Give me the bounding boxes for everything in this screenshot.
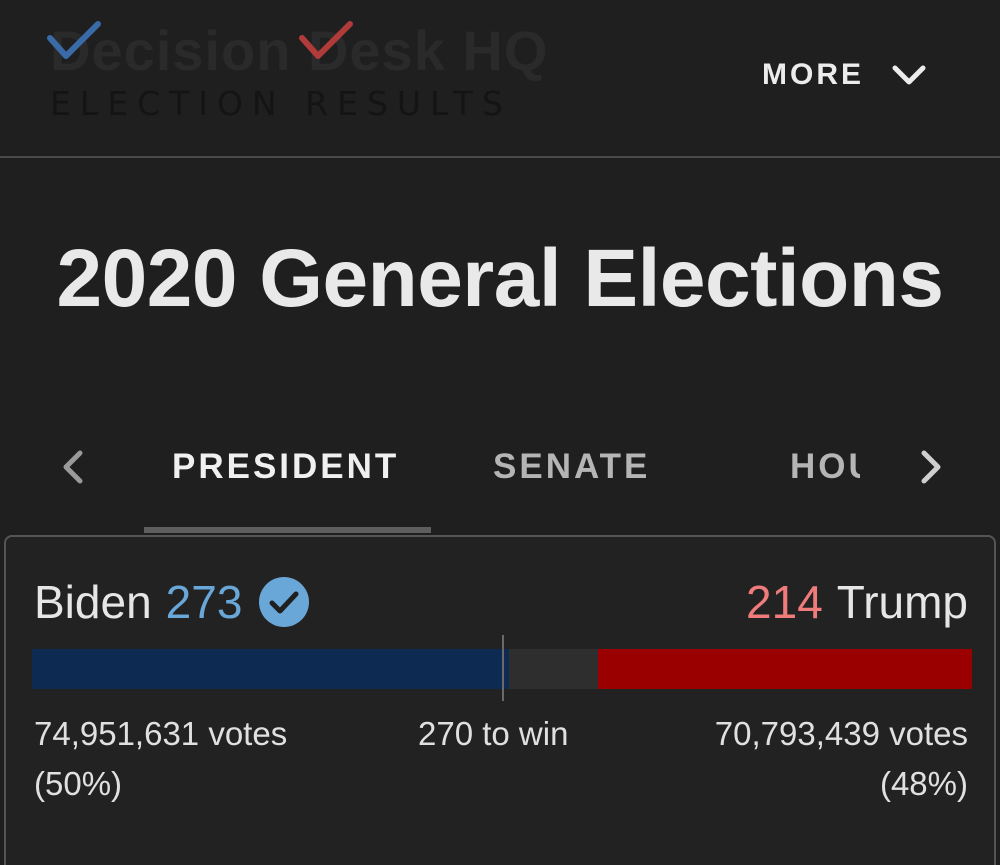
trump-vote-percent: (48%) bbox=[879, 765, 968, 802]
president-results-card[interactable]: Biden 273 214 Trump 74,951,631 votes (50… bbox=[4, 535, 996, 865]
to-win-label: 270 to win bbox=[418, 715, 569, 752]
biden-vote-percent: (50%) bbox=[34, 765, 123, 802]
trump-electoral-votes: 214 bbox=[746, 576, 823, 628]
red-check-icon bbox=[299, 21, 353, 59]
win-threshold-marker bbox=[502, 635, 504, 701]
race-tabs: PRESIDENT SENATE HOU bbox=[0, 425, 1000, 535]
page-title: 2020 General Elections bbox=[56, 233, 944, 324]
blue-check-icon bbox=[47, 21, 101, 59]
electoral-vote-bar bbox=[32, 635, 972, 701]
decision-desk-logo[interactable]: Decision Desk HQ ELECTION RESULTS bbox=[46, 14, 566, 134]
trump-name: Trump bbox=[836, 576, 968, 628]
trump-vote-count: 70,793,439 votes bbox=[714, 715, 968, 752]
candidate-trump: 214 Trump bbox=[746, 575, 968, 629]
trump-bar bbox=[598, 649, 972, 689]
more-menu-button[interactable]: MORE bbox=[762, 58, 926, 92]
chevron-right-icon[interactable] bbox=[910, 447, 950, 487]
trump-popular-vote: 70,793,439 votes (48%) bbox=[715, 709, 968, 809]
chevron-down-icon bbox=[892, 65, 926, 85]
biden-electoral-votes: 273 bbox=[165, 576, 243, 628]
tab-house[interactable]: HOU bbox=[790, 447, 860, 486]
chevron-left-icon[interactable] bbox=[54, 447, 94, 487]
more-label: MORE bbox=[762, 58, 864, 91]
biden-popular-vote: 74,951,631 votes (50%) bbox=[34, 709, 287, 809]
logo-subtitle: ELECTION RESULTS bbox=[50, 84, 512, 123]
biden-name: Biden bbox=[34, 576, 152, 628]
tab-president[interactable]: PRESIDENT bbox=[172, 447, 400, 486]
candidate-biden: Biden 273 bbox=[34, 575, 310, 629]
logo-wordmark: Decision Desk HQ bbox=[50, 19, 549, 82]
winner-check-icon bbox=[259, 577, 310, 627]
tab-senate[interactable]: SENATE bbox=[493, 447, 651, 486]
biden-vote-count: 74,951,631 votes bbox=[34, 715, 288, 752]
active-tab-indicator bbox=[144, 527, 431, 533]
biden-bar bbox=[32, 649, 509, 689]
site-header: Decision Desk HQ ELECTION RESULTS MORE bbox=[0, 0, 1000, 158]
